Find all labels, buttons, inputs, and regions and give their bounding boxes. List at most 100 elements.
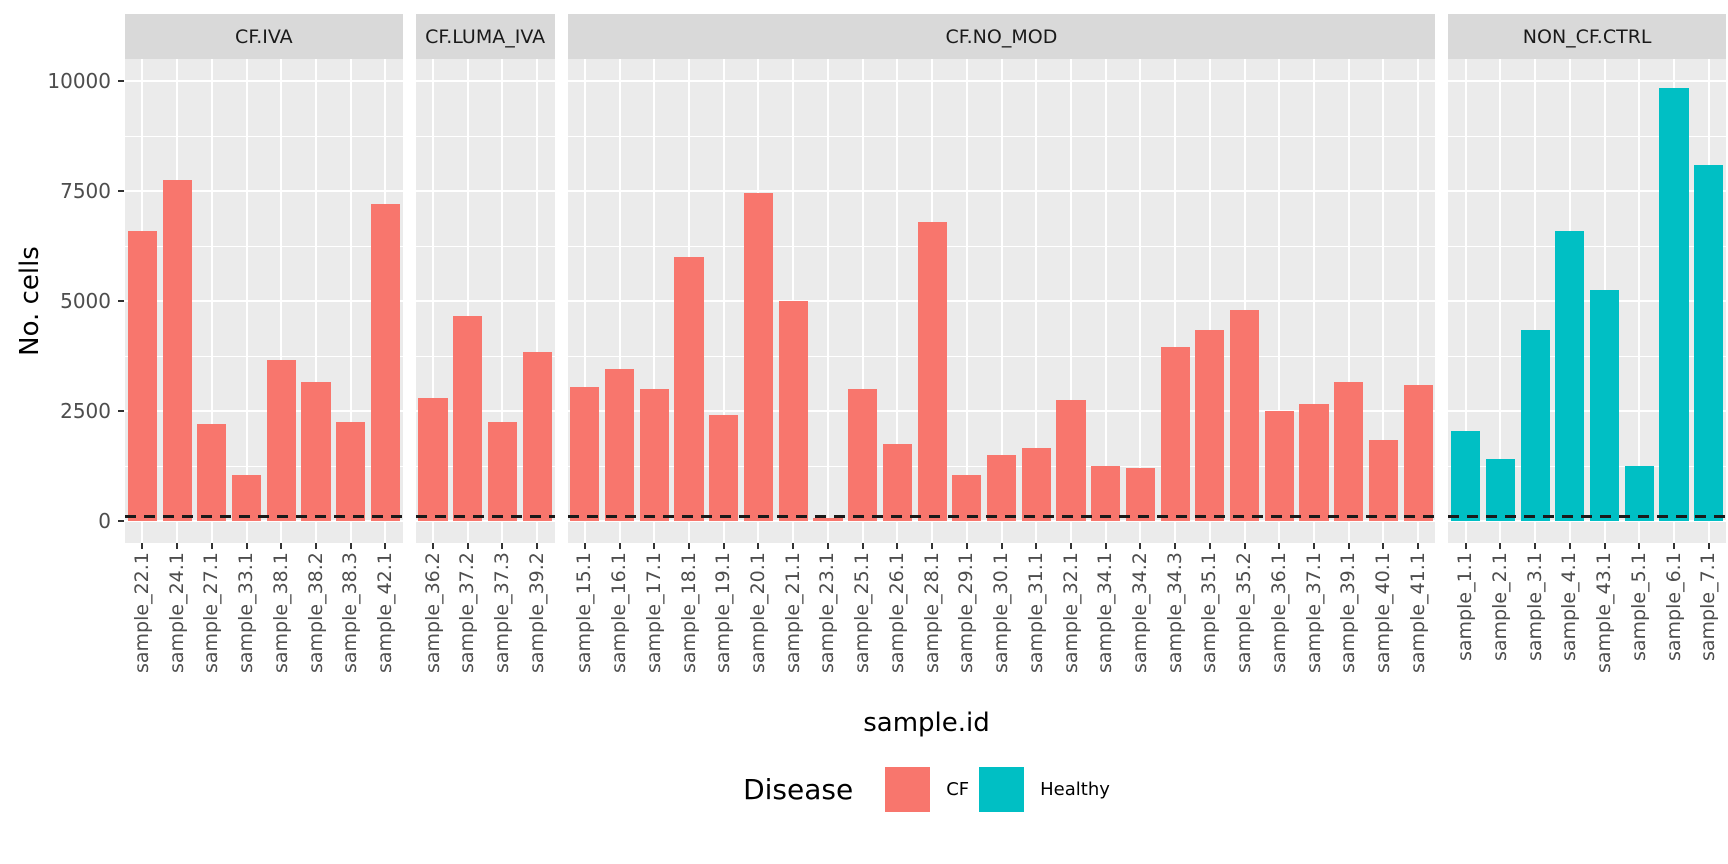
x-tick-label: sample_39.2 bbox=[525, 552, 548, 673]
bar bbox=[570, 386, 600, 521]
x-tick-label: sample_30.1 bbox=[990, 552, 1013, 673]
bar bbox=[197, 424, 227, 521]
x-tick-mark bbox=[722, 543, 725, 549]
x-axis-slot: sample_39.2 bbox=[520, 543, 555, 705]
x-axis-slot: sample_25.1 bbox=[845, 543, 880, 705]
x-tick-label: sample_42.1 bbox=[373, 552, 396, 673]
x-axis: sample_1.1 sample_2.1 sample_3.1 sample_4.1… bbox=[1448, 543, 1726, 705]
y-tick-label: 5000 bbox=[60, 289, 111, 313]
bar-slot bbox=[637, 59, 672, 543]
bar bbox=[1125, 468, 1155, 521]
gridline-major bbox=[1448, 80, 1726, 82]
x-axis-slot: sample_17.1 bbox=[637, 543, 672, 705]
x-axis-slot: sample_15.1 bbox=[568, 543, 603, 705]
bar-slot bbox=[1192, 59, 1227, 543]
x-axis-slot: sample_23.1 bbox=[811, 543, 846, 705]
x-tick-label: sample_39.1 bbox=[1337, 552, 1360, 673]
bar-slot bbox=[160, 59, 195, 543]
bar-slot bbox=[741, 59, 776, 543]
x-tick-mark bbox=[1568, 543, 1571, 549]
bar bbox=[336, 422, 366, 521]
legend-items: CF Healthy bbox=[875, 767, 1110, 812]
x-tick-mark bbox=[1464, 543, 1467, 549]
bar bbox=[1091, 466, 1121, 521]
x-tick-label: sample_20.1 bbox=[747, 552, 770, 673]
x-tick-mark bbox=[1638, 543, 1641, 549]
threshold-dashed-line bbox=[125, 515, 403, 519]
bar bbox=[986, 455, 1017, 521]
bar bbox=[1520, 329, 1550, 521]
bar-slot bbox=[1401, 59, 1436, 543]
facet-panel bbox=[415, 59, 555, 543]
x-axis-slot: sample_4.1 bbox=[1552, 543, 1587, 705]
x-axis-slot: sample_16.1 bbox=[602, 543, 637, 705]
bar-slot bbox=[1483, 59, 1518, 543]
x-tick-mark bbox=[280, 543, 283, 549]
bar-slot bbox=[1262, 59, 1297, 543]
gridline-major bbox=[1448, 190, 1726, 192]
bar-slot bbox=[811, 59, 846, 543]
x-axis-slot: sample_3.1 bbox=[1518, 543, 1553, 705]
facet-strip-label: NON_CF.CTRL bbox=[1448, 14, 1726, 59]
x-tick-label: sample_18.1 bbox=[677, 552, 700, 673]
bar-slot bbox=[1297, 59, 1332, 543]
bar-slot bbox=[485, 59, 520, 543]
bar-slot bbox=[949, 59, 984, 543]
bars-row bbox=[568, 59, 1436, 543]
x-axis-slot: sample_6.1 bbox=[1657, 543, 1692, 705]
x-axis-slot: sample_37.3 bbox=[485, 543, 520, 705]
bar bbox=[162, 180, 192, 521]
x-tick-mark bbox=[1139, 543, 1142, 549]
bar bbox=[231, 474, 262, 521]
x-tick-mark bbox=[210, 543, 213, 549]
bar-slot bbox=[915, 59, 950, 543]
gridline-major bbox=[415, 410, 555, 412]
x-tick-mark bbox=[1417, 543, 1420, 549]
gridline-major bbox=[125, 80, 403, 82]
x-axis: sample_22.1 sample_24.1 sample_27.1 sample_… bbox=[125, 543, 403, 705]
x-tick-label: sample_2.1 bbox=[1488, 552, 1511, 661]
bar bbox=[370, 204, 400, 521]
x-tick-mark bbox=[245, 543, 248, 549]
x-axis-slot: sample_37.1 bbox=[1297, 543, 1332, 705]
gridline-minor bbox=[415, 465, 555, 467]
x-tick-label: sample_25.1 bbox=[851, 552, 874, 673]
bar-slot bbox=[1227, 59, 1262, 543]
x-axis-title: sample.id bbox=[863, 708, 990, 738]
bar bbox=[522, 351, 552, 521]
x-tick-label: sample_1.1 bbox=[1454, 552, 1477, 661]
x-tick-label: sample_34.2 bbox=[1128, 552, 1151, 673]
legend: Disease CF Healthy bbox=[125, 767, 1728, 812]
x-axis-slot: sample_40.1 bbox=[1366, 543, 1401, 705]
bar bbox=[1624, 466, 1654, 521]
x-tick-label: sample_15.1 bbox=[573, 552, 596, 673]
bar bbox=[1403, 384, 1433, 521]
x-tick-label: sample_40.1 bbox=[1371, 552, 1394, 673]
x-axis-slot: sample_21.1 bbox=[776, 543, 811, 705]
x-tick-label: sample_22.1 bbox=[130, 552, 153, 673]
y-tick-label: 0 bbox=[98, 509, 111, 533]
x-tick-label: sample_34.1 bbox=[1094, 552, 1117, 673]
x-axis-slot: sample_43.1 bbox=[1587, 543, 1622, 705]
x-tick-label: sample_28.1 bbox=[920, 552, 943, 673]
bar-slot bbox=[125, 59, 160, 543]
x-axis-slot: sample_34.3 bbox=[1158, 543, 1193, 705]
bar bbox=[1195, 329, 1225, 521]
bar bbox=[1589, 290, 1620, 521]
bar bbox=[813, 517, 843, 521]
bar bbox=[848, 389, 878, 521]
x-tick-label: sample_34.3 bbox=[1163, 552, 1186, 673]
x-tick-mark bbox=[583, 543, 586, 549]
x-axis-slot: sample_2.1 bbox=[1483, 543, 1518, 705]
threshold-dashed-line bbox=[567, 515, 1436, 519]
x-tick-label: sample_36.2 bbox=[421, 552, 444, 673]
gridline-major bbox=[125, 190, 403, 192]
x-axis-slot: sample_24.1 bbox=[160, 543, 195, 705]
bar-slot bbox=[333, 59, 368, 543]
gridline-major bbox=[1448, 410, 1726, 412]
x-tick-mark bbox=[432, 543, 435, 549]
bar bbox=[1659, 87, 1689, 521]
y-axis: 0 2500 5000 7500 10000 bbox=[0, 14, 125, 705]
bar-slot bbox=[1518, 59, 1553, 543]
x-tick-mark bbox=[1035, 543, 1038, 549]
